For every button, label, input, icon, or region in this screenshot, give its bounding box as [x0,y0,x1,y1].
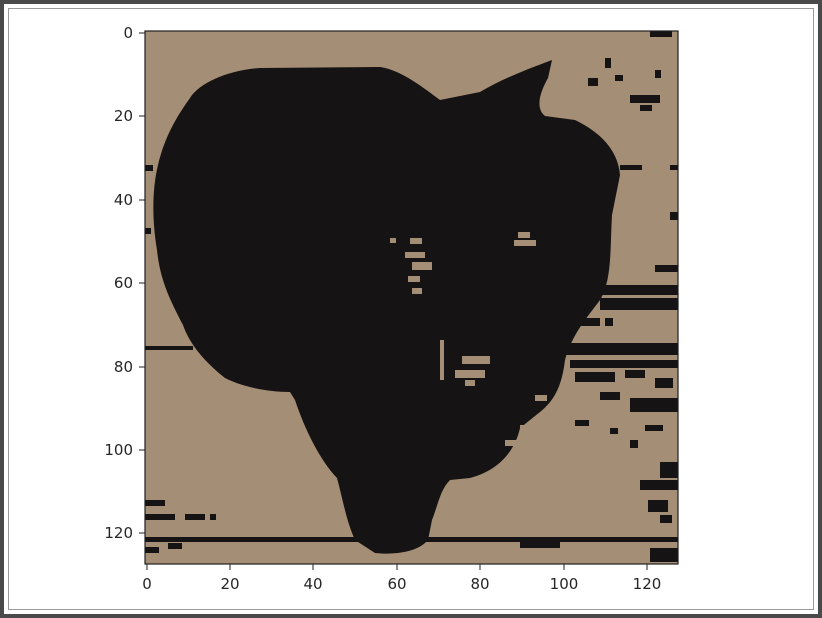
plot-frame [144,30,679,565]
image-plot [144,30,679,565]
x-tick-label: 0 [142,575,152,593]
x-tick-label: 60 [387,575,406,593]
x-tick-label: 20 [220,575,239,593]
band-line-right [565,343,678,355]
y-tick-label: 20 [114,107,133,125]
y-tick-label: 60 [114,274,133,292]
band-line-upper [145,346,193,350]
speckles-left [145,165,216,553]
y-tick-labels: 0 20 40 60 80 100 120 [104,24,133,542]
x-tick-label: 120 [633,575,662,593]
y-tick-label: 0 [123,24,133,42]
x-axis [146,564,648,570]
y-tick-label: 100 [104,441,133,459]
x-tick-label: 80 [470,575,489,593]
y-tick-label: 80 [114,358,133,376]
y-tick-label: 120 [104,524,133,542]
dog-head-shape [153,60,621,554]
y-tick-label: 40 [114,191,133,209]
speckles-right [520,31,678,562]
face-highlights [390,232,547,446]
x-tick-label: 100 [550,575,579,593]
y-axis [139,32,145,534]
band-line-lower [145,537,678,542]
figure-border [8,8,814,610]
x-tick-label: 40 [303,575,322,593]
x-tick-labels: 0 20 40 60 80 100 120 [142,575,661,593]
